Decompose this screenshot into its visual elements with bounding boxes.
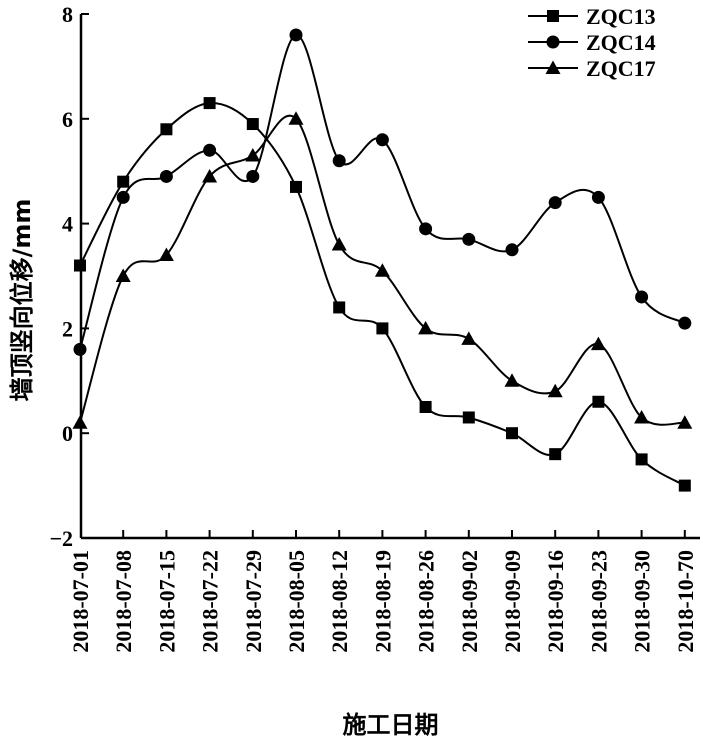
- data-point-zqc13: [160, 123, 173, 136]
- x-tick-label: 2018-07-15: [154, 550, 179, 653]
- data-point-zqc17: [202, 168, 218, 183]
- data-point-zqc17: [115, 268, 131, 282]
- y-tick-label: 2: [62, 316, 73, 341]
- data-point-zqc17: [634, 409, 650, 424]
- x-ticks: 2018-07-01 2018-07-08 2018-07-15 2018-07-22…: [68, 530, 698, 653]
- data-point-zqc14: [548, 196, 562, 210]
- axes: [79, 14, 700, 540]
- x-tick-label: 2018-09-02: [457, 550, 482, 653]
- legend-marker-zqc17: [545, 60, 561, 74]
- data-point-zqc17: [461, 331, 477, 345]
- data-point-zqc14: [505, 243, 519, 257]
- y-tick-label: 8: [62, 2, 73, 27]
- series-zqc14: [73, 28, 692, 356]
- data-point-zqc13: [203, 97, 216, 110]
- data-point-zqc14: [419, 222, 433, 236]
- x-tick-label: 2018-08-26: [414, 550, 439, 653]
- data-point-zqc14: [332, 154, 346, 168]
- x-tick-label: 2018-08-05: [284, 550, 309, 653]
- y-ticks: −2 0 2 4 6 8: [49, 2, 89, 551]
- data-point-zqc14: [462, 232, 476, 246]
- y-axis-title: 墙顶竖向位移/mm: [8, 199, 36, 402]
- data-point-zqc13: [290, 180, 302, 193]
- data-point-zqc14: [203, 143, 217, 157]
- legend-item-zqc14: ZQC14: [528, 30, 656, 55]
- x-tick-label: 2018-09-09: [500, 550, 525, 653]
- y-tick-label: 4: [62, 212, 73, 237]
- data-point-zqc13: [549, 448, 562, 461]
- data-point-zqc13: [506, 427, 518, 440]
- data-point-zqc14: [591, 190, 605, 204]
- x-tick-label: 2018-08-12: [327, 550, 352, 653]
- data-point-zqc14: [73, 342, 87, 356]
- data-point-zqc14: [159, 169, 173, 183]
- y-tick-label: −2: [49, 526, 73, 551]
- y-tick-label: 6: [62, 107, 73, 132]
- x-tick-label: 2018-09-16: [543, 550, 568, 653]
- data-point-zqc17: [418, 320, 434, 335]
- data-point-zqc13: [462, 411, 475, 424]
- data-point-zqc13: [678, 479, 691, 492]
- legend-marker-zqc13: [547, 10, 559, 22]
- data-point-zqc14: [678, 316, 692, 330]
- data-point-zqc13: [419, 401, 432, 413]
- data-point-zqc17: [158, 247, 174, 262]
- y-tick-label: 0: [62, 421, 73, 446]
- data-point-zqc17: [72, 415, 88, 429]
- series-line-zqc13: [79, 102, 686, 487]
- data-point-zqc13: [246, 118, 259, 131]
- legend-label-zqc13: ZQC13: [586, 4, 656, 29]
- data-point-zqc17: [288, 111, 304, 125]
- legend-label-zqc17: ZQC17: [586, 56, 656, 81]
- x-tick-label: 2018-09-23: [586, 550, 611, 653]
- x-tick-label: 2018-07-01: [68, 550, 93, 653]
- series-line-zqc14: [79, 34, 686, 350]
- x-tick-label: 2018-10-70: [673, 550, 698, 653]
- legend-item-zqc17: ZQC17: [528, 56, 656, 81]
- data-point-zqc13: [333, 301, 346, 314]
- data-point-zqc14: [635, 290, 649, 304]
- data-point-zqc14: [375, 133, 389, 147]
- series-zqc13: [74, 97, 691, 492]
- data-point-zqc14: [289, 28, 303, 42]
- data-point-zqc17: [547, 383, 563, 398]
- data-point-zqc17: [374, 263, 390, 277]
- data-point-zqc13: [74, 259, 86, 272]
- legend-marker-zqc14: [546, 35, 560, 49]
- data-point-zqc13: [635, 453, 648, 466]
- x-tick-label: 2018-08-19: [370, 550, 395, 653]
- data-point-zqc13: [376, 322, 389, 335]
- data-point-zqc13: [592, 395, 605, 408]
- data-point-zqc17: [504, 373, 520, 387]
- x-axis-title: 施工日期: [343, 711, 439, 739]
- series-group: [72, 28, 693, 492]
- x-tick-label: 2018-09-30: [630, 550, 655, 653]
- data-point-zqc13: [117, 175, 130, 188]
- legend-label-zqc14: ZQC14: [586, 30, 656, 55]
- x-tick-label: 2018-07-29: [241, 550, 266, 653]
- data-point-zqc14: [246, 169, 260, 183]
- legend-item-zqc13: ZQC13: [528, 4, 656, 29]
- data-point-zqc14: [116, 190, 130, 204]
- x-tick-label: 2018-07-22: [198, 550, 223, 653]
- data-point-zqc17: [590, 336, 606, 351]
- data-point-zqc17: [245, 147, 261, 162]
- series-zqc17: [72, 111, 693, 429]
- data-point-zqc17: [677, 415, 693, 429]
- data-point-zqc17: [331, 237, 347, 251]
- x-tick-label: 2018-07-08: [111, 550, 136, 653]
